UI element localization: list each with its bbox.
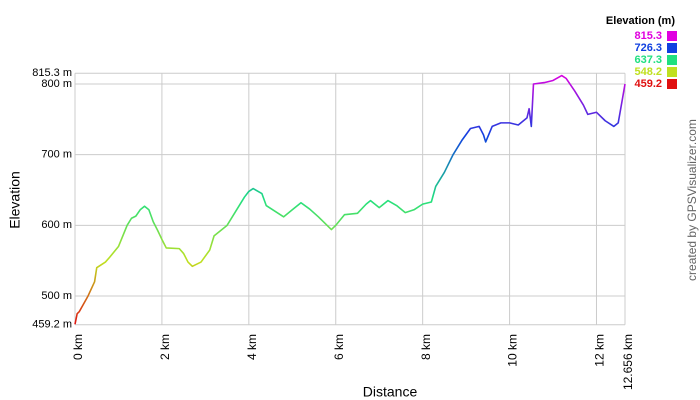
legend-swatch [667, 55, 677, 65]
legend-swatch [667, 67, 677, 77]
y-axis-title: Elevation [7, 171, 23, 229]
y-tick-label: 800 m [41, 78, 72, 90]
x-tick-label: 0 km [71, 334, 85, 360]
elevation-line [74, 74, 626, 325]
x-axis-title: Distance [363, 384, 418, 400]
x-tick-label: 12.656 km [621, 334, 635, 390]
y-tick-label: 600 m [41, 219, 72, 231]
x-tick-label: 6 km [332, 334, 346, 360]
legend-swatch [667, 79, 677, 89]
legend-value: 726.3 [634, 42, 662, 54]
y-tick-label: 500 m [41, 290, 72, 302]
y-tick-label: 700 m [41, 149, 72, 161]
x-tick-label: 12 km [593, 334, 607, 367]
y-tick-label: 815.3 m [32, 67, 72, 79]
legend-value: 459.2 [634, 78, 662, 90]
x-tick-label: 10 km [506, 334, 520, 367]
legend-title: Elevation (m) [606, 15, 675, 27]
legend-swatch [667, 43, 677, 53]
legend-value: 815.3 [634, 30, 662, 42]
x-tick-label: 2 km [158, 334, 172, 360]
y-tick-label: 459.2 m [32, 319, 72, 331]
legend-swatch [667, 31, 677, 41]
legend-value: 548.2 [634, 66, 662, 78]
legend-value: 637.3 [634, 54, 662, 66]
x-tick-label: 4 km [245, 334, 259, 360]
x-tick-label: 8 km [419, 334, 433, 360]
credit: created by GPSVisualizer.com [685, 119, 699, 281]
